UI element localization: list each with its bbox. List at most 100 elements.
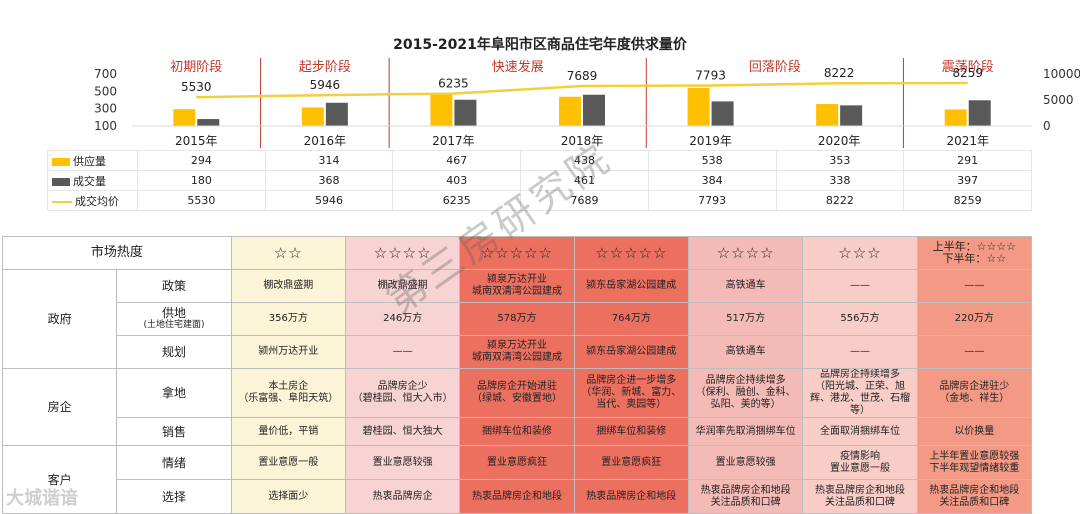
matrix-cell: 品牌房企少 （碧桂园、恒大入市） (344, 368, 461, 418)
row-label: 选择 (116, 479, 232, 514)
phase-label: 初期阶段 (170, 60, 222, 75)
category-label: 2020年 (818, 134, 861, 148)
phase-label: 快速发展 (492, 59, 544, 75)
heat-stars: ☆☆ (230, 236, 346, 270)
row-label-text: 拿地 (161, 386, 186, 400)
row-label: 销售 (116, 417, 232, 446)
matrix-row: 规划 颍州万达开业 —— 颍泉万达开业 城南双清湾公园建成 颍东岳家湖公园建成 高铁通车 —… (3, 335, 1033, 369)
matrix-cell: —— (916, 269, 1033, 303)
bar-supply (559, 96, 581, 126)
bar-supply (430, 94, 453, 126)
matrix-cell: 全面取消捆绑车位 (802, 417, 918, 446)
price-data-label: 5530 (181, 80, 212, 94)
bar-supply (173, 109, 196, 126)
matrix-cell: 置业意愿一般 (230, 445, 346, 480)
stats-cell: 338 (775, 170, 905, 191)
matrix-cell: 热衷品牌房企 (344, 479, 461, 514)
row-label: 规划 (116, 335, 232, 369)
legend-label: 成交量 (73, 174, 106, 188)
stats-cell: 6235 (392, 190, 522, 211)
matrix-cell: 颍泉万达开业 城南双清湾公园建成 (459, 335, 575, 369)
matrix-cell: 品牌房企持续增多 （保利、融创、金科、弘阳、美的等） (687, 368, 804, 418)
row-sublabel: (土地住宅建面) (143, 320, 205, 330)
category-label: 2021年 (946, 134, 989, 148)
row-label-text: 规划 (161, 345, 186, 359)
row-label-text: 供地 (161, 306, 186, 320)
heat-label: 市场热度 (2, 236, 232, 270)
matrix-cell: 量价低，平销 (230, 417, 346, 446)
bar-supply (687, 88, 710, 126)
row-label-text: 政策 (161, 279, 186, 293)
stats-row: 成交量 180 368 403 461 384 338 397 (47, 170, 1032, 191)
chart-title: 2015-2021年阜阳市区商品住宅年度供求量价 (393, 37, 687, 53)
stats-cell: 467 (392, 150, 522, 171)
stats-cell: 294 (137, 150, 266, 171)
row-label-text: 销售 (161, 424, 186, 439)
matrix-cell: —— (802, 335, 918, 369)
price-line (196, 81, 968, 99)
stats-cell: 7689 (520, 190, 649, 211)
left-axis-tick: 700 (94, 67, 117, 81)
matrix-cell: 品牌房企开始进驻 （绿城、安徽置地） (459, 368, 575, 418)
matrix-cell: 碧桂园、恒大独大 (344, 417, 461, 446)
matrix-cell: 热衷品牌房企和地段 (459, 479, 575, 514)
right-axis-tick: 0 (1043, 119, 1051, 133)
legend-swatch (52, 157, 70, 166)
legend-label: 供应量 (73, 154, 106, 168)
matrix-cell: 置业意愿疯狂 (573, 445, 689, 480)
stats-cell: 397 (903, 170, 1032, 191)
matrix-cell: 华润率先取消捆绑车位 (687, 417, 804, 446)
matrix-row: 选择 选择面少 热衷品牌房企 热衷品牌房企和地段 热衷品牌房企和地段 热衷品牌房企和地段 … (3, 479, 1033, 514)
heat-stars: ☆☆☆☆ (687, 236, 804, 270)
row-label: 拿地 (116, 368, 232, 418)
legend-swatch (52, 200, 72, 203)
right-axis-tick: 5000 (1043, 93, 1074, 107)
logo: 大城谐谙 (6, 488, 78, 509)
matrix-cell: 764万方 (573, 302, 689, 336)
bar-supply (301, 107, 324, 126)
matrix-row: 销售 量价低，平销 碧桂园、恒大独大 捆绑车位和装修 捆绑车位和装修 华润率先取消捆绑车位… (3, 417, 1033, 446)
matrix-cell: 高铁通车 (687, 269, 804, 303)
row-label: 情绪 (116, 445, 232, 480)
group-label: 房企 (1, 368, 118, 446)
heat-row: 市场热度 ☆☆ ☆☆☆☆ ☆☆☆☆☆ ☆☆☆☆☆ ☆☆☆☆ ☆☆☆ 上半年：☆☆☆☆ 下半年：… (2, 236, 1033, 270)
bar-transaction (454, 99, 477, 126)
matrix-cell: 高铁通车 (687, 335, 804, 369)
bar-transaction (583, 94, 605, 126)
phase-label: 回落阶段 (749, 60, 801, 75)
market-matrix: 市场热度 ☆☆ ☆☆☆☆ ☆☆☆☆☆ ☆☆☆☆☆ ☆☆☆☆ ☆☆☆ 上半年：☆☆☆☆ 下半年：… (1, 236, 1033, 514)
bar-transaction (968, 100, 991, 126)
legend-label: 成交均价 (75, 194, 119, 208)
price-data-label: 8259 (952, 66, 983, 80)
matrix-cell: 品牌房企进一步增多 （华润、新城、富力、当代、奥园等） (573, 368, 689, 418)
stats-cell: 368 (264, 170, 394, 191)
matrix-row: 客户 情绪 置业意愿一般 置业意愿较强 置业意愿疯狂 置业意愿疯狂 置业意愿较强 疫情影响 置… (1, 445, 1033, 514)
price-data-label: 8222 (824, 66, 855, 80)
matrix-cell: 以价换量 (916, 417, 1033, 446)
stats-cell: 353 (775, 150, 905, 171)
heat-stars: ☆☆☆ (802, 236, 918, 270)
matrix-cell: 捆绑车位和装修 (459, 417, 575, 446)
group-label: 政府 (1, 269, 118, 369)
matrix-cell: 棚改鼎盛期 (344, 269, 461, 303)
supply-demand-chart: 700 500 300 100 10000 5000 0 初期阶段 起步阶段 快速发展 回落阶段 震荡… (94, 58, 1080, 148)
stats-legend: 成交均价 (47, 190, 138, 211)
stats-cell: 180 (137, 170, 266, 191)
matrix-cell: 颍东岳家湖公园建成 (573, 269, 689, 303)
stats-table: 供应量 294 314 467 438 538 353 291 成交量 180 368 403 461 3… (47, 150, 1032, 211)
stats-cell: 384 (647, 170, 777, 191)
matrix-cell: 热衷品牌房企和地段 关注品质和口碑 (687, 479, 804, 514)
stats-cell: 8222 (775, 190, 905, 211)
matrix-cell: 本土房企 （乐富强、阜阳天筑） (230, 368, 346, 418)
category-label: 2015年 (175, 134, 218, 148)
matrix-cell: 棚改鼎盛期 (230, 269, 346, 303)
category-label: 2018年 (561, 134, 604, 148)
matrix-cell: —— (802, 269, 918, 303)
matrix-cell: 品牌房企持续增多 （阳光城、正荣、旭辉、港龙、世茂、石榴等） (802, 368, 918, 418)
heat-stars: ☆☆☆☆ (344, 236, 461, 270)
matrix-cell: 选择面少 (230, 479, 346, 514)
stats-row: 成交均价 5530 5946 6235 7689 7793 8222 8259 (47, 190, 1032, 211)
matrix-cell: 246万方 (344, 302, 461, 336)
matrix-row: 房企 拿地 本土房企 （乐富强、阜阳天筑） 品牌房企少 （碧桂园、恒大入市） 品牌房企开… (1, 368, 1033, 446)
stats-cell: 7793 (647, 190, 777, 211)
